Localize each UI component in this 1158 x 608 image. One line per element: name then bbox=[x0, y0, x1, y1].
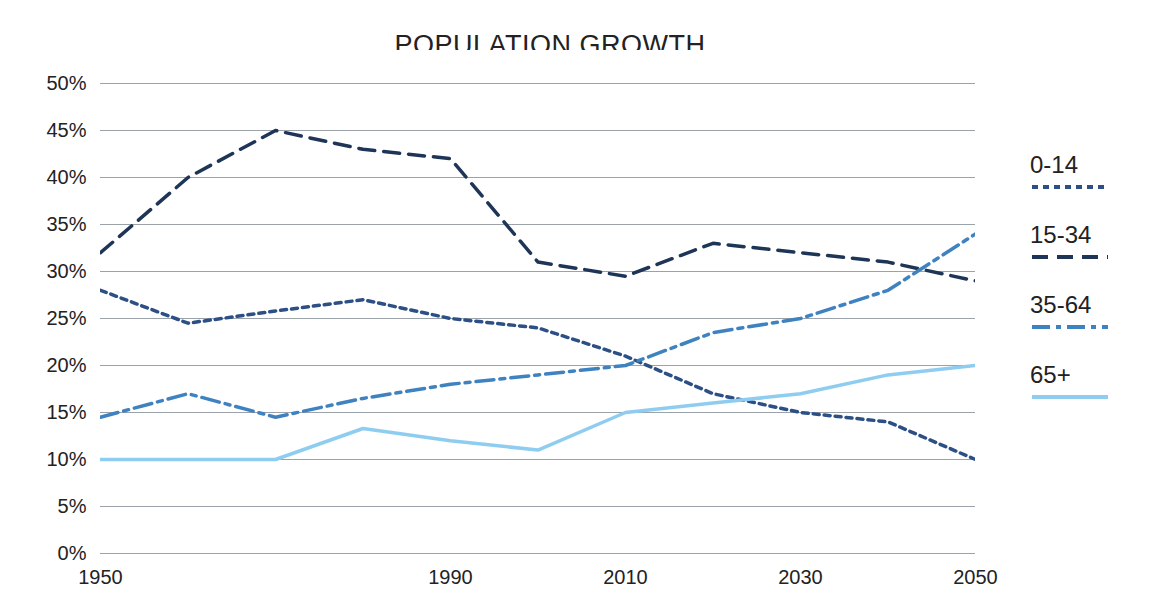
html-text:35-64: 35-64 bbox=[1030, 291, 1092, 318]
svg-text:0%: 0% bbox=[58, 542, 87, 564]
html-text:POPULATION GROWTH: POPULATION GROWTH bbox=[394, 30, 706, 60]
svg-text:2030: 2030 bbox=[778, 566, 823, 588]
svg-text:2010: 2010 bbox=[603, 566, 648, 588]
html-text:0-14: 0-14 bbox=[1030, 151, 1078, 178]
svg-text:50%: 50% bbox=[46, 72, 86, 94]
svg-text:40%: 40% bbox=[46, 166, 86, 188]
svg-text:10%: 10% bbox=[46, 448, 86, 470]
svg-text:30%: 30% bbox=[46, 260, 86, 282]
svg-text:1990: 1990 bbox=[428, 566, 473, 588]
svg-text:5%: 5% bbox=[58, 495, 87, 517]
html-text:65+: 65+ bbox=[1030, 361, 1071, 388]
svg-text:15%: 15% bbox=[46, 401, 86, 423]
svg-text:45%: 45% bbox=[46, 119, 86, 141]
svg-text:2050: 2050 bbox=[953, 566, 998, 588]
svg-text:1950: 1950 bbox=[78, 566, 123, 588]
svg-text:20%: 20% bbox=[46, 354, 86, 376]
html-text:15-34: 15-34 bbox=[1030, 221, 1092, 248]
svg-text:25%: 25% bbox=[46, 307, 86, 329]
svg-text:35%: 35% bbox=[46, 213, 86, 235]
